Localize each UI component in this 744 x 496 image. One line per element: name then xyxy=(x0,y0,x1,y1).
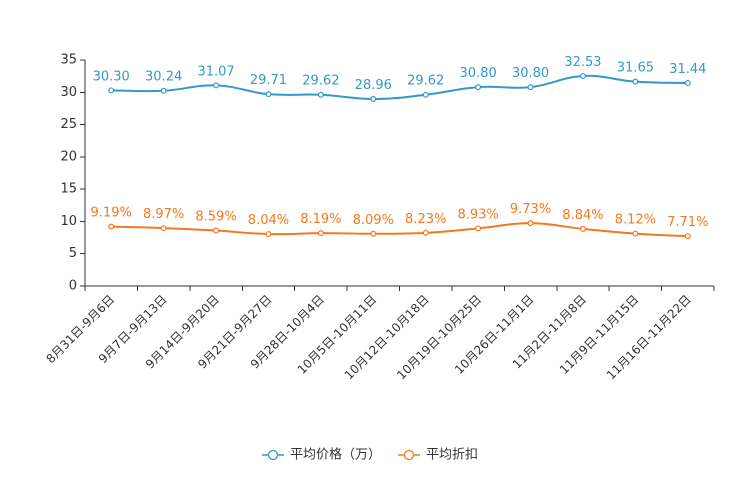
legend-label: 平均折扣 xyxy=(426,448,478,463)
data-point[interactable] xyxy=(317,230,324,237)
data-point[interactable] xyxy=(160,225,167,232)
data-label: 31.44 xyxy=(669,62,706,77)
data-label: 8.97% xyxy=(143,207,184,222)
data-label: 9.73% xyxy=(510,202,551,217)
data-point[interactable] xyxy=(527,84,534,91)
data-point[interactable] xyxy=(422,91,429,98)
series-line xyxy=(110,74,689,100)
data-labels: 30.30 30.24 31.07 29.71 29.62 28.96 29.62 30.80… xyxy=(91,55,709,230)
data-point[interactable] xyxy=(213,82,220,89)
data-label: 29.71 xyxy=(250,73,287,88)
data-label: 8.09% xyxy=(353,213,394,228)
legend-item[interactable]: 平均折扣 xyxy=(398,448,478,463)
data-point[interactable] xyxy=(684,79,691,86)
legend-swatch-marker xyxy=(403,449,415,461)
data-point[interactable] xyxy=(475,84,482,91)
data-label: 8.23% xyxy=(405,212,446,227)
data-label: 31.07 xyxy=(197,64,234,79)
data-point[interactable] xyxy=(265,231,272,238)
y-tick-label: 0 xyxy=(69,279,77,294)
y-tick-label: 15 xyxy=(60,182,77,197)
series-1 xyxy=(108,220,691,240)
data-label: 29.62 xyxy=(302,74,339,89)
data-point[interactable] xyxy=(422,229,429,236)
data-label: 8.84% xyxy=(562,208,603,223)
data-point[interactable] xyxy=(475,225,482,232)
data-label: 9.19% xyxy=(91,206,132,221)
legend: 平均价格（万） 平均折扣 xyxy=(262,447,478,463)
y-tick-label: 25 xyxy=(60,117,77,132)
data-label: 8.19% xyxy=(300,212,341,227)
data-point[interactable] xyxy=(579,72,586,79)
data-point[interactable] xyxy=(317,91,324,98)
data-label: 30.30 xyxy=(93,69,130,84)
legend-swatch-marker xyxy=(267,449,279,461)
y-tick-label: 35 xyxy=(60,53,77,68)
y-tick-label: 20 xyxy=(60,149,77,164)
y-tick-label: 30 xyxy=(60,85,77,100)
data-label: 8.12% xyxy=(615,213,656,228)
series-0 xyxy=(108,72,691,103)
data-point[interactable] xyxy=(160,87,167,94)
data-label: 8.93% xyxy=(457,207,498,222)
data-label: 31.65 xyxy=(617,61,654,76)
data-label: 30.80 xyxy=(512,66,549,81)
data-label: 7.71% xyxy=(667,215,708,230)
data-label: 30.24 xyxy=(145,70,182,85)
data-label: 28.96 xyxy=(355,78,392,93)
data-point[interactable] xyxy=(527,220,534,227)
y-tick-label: 5 xyxy=(69,246,77,261)
data-label: 30.80 xyxy=(460,66,497,81)
legend-item[interactable]: 平均价格（万） xyxy=(262,447,381,463)
legend-label: 平均价格（万） xyxy=(290,447,381,463)
data-point[interactable] xyxy=(632,78,639,85)
data-label: 8.59% xyxy=(195,210,236,225)
data-point[interactable] xyxy=(370,96,377,103)
series-group xyxy=(108,72,691,240)
data-point[interactable] xyxy=(108,87,115,94)
data-point[interactable] xyxy=(213,227,220,234)
data-label: 29.62 xyxy=(407,74,444,89)
data-point[interactable] xyxy=(579,225,586,232)
data-point[interactable] xyxy=(684,233,691,240)
data-point[interactable] xyxy=(265,91,272,98)
data-point[interactable] xyxy=(108,223,115,230)
series-line xyxy=(110,222,689,238)
data-label: 8.04% xyxy=(248,213,289,228)
data-point[interactable] xyxy=(632,230,639,237)
y-tick-label: 10 xyxy=(60,214,77,229)
data-label: 32.53 xyxy=(564,55,601,70)
data-point[interactable] xyxy=(370,230,377,237)
